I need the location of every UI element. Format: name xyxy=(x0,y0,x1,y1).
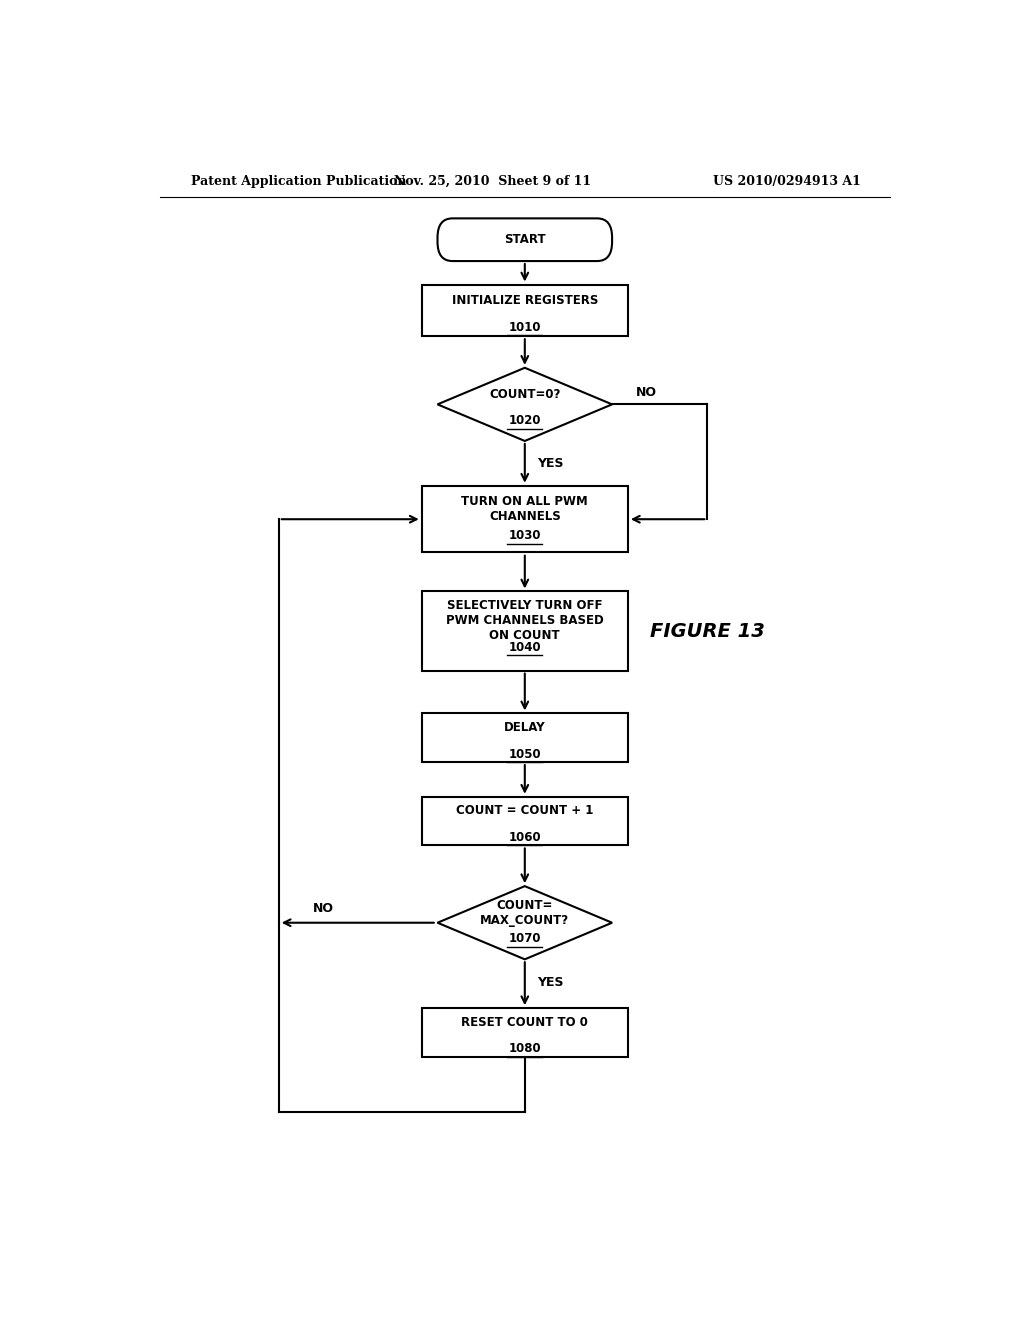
Text: 1020: 1020 xyxy=(509,414,541,428)
Text: SELECTIVELY TURN OFF
PWM CHANNELS BASED
ON COUNT: SELECTIVELY TURN OFF PWM CHANNELS BASED … xyxy=(445,599,604,643)
Polygon shape xyxy=(437,368,612,441)
Text: COUNT=0?: COUNT=0? xyxy=(489,388,560,401)
Text: YES: YES xyxy=(537,457,563,470)
Text: Nov. 25, 2010  Sheet 9 of 11: Nov. 25, 2010 Sheet 9 of 11 xyxy=(394,176,592,189)
Bar xyxy=(422,285,628,337)
Text: NO: NO xyxy=(636,385,657,399)
Bar xyxy=(422,713,628,762)
Text: YES: YES xyxy=(537,977,563,989)
Text: 1050: 1050 xyxy=(509,747,541,760)
Text: FIGURE 13: FIGURE 13 xyxy=(650,622,765,640)
Text: 1030: 1030 xyxy=(509,529,541,543)
Text: 1060: 1060 xyxy=(509,830,541,843)
Bar xyxy=(422,486,628,552)
Text: 1040: 1040 xyxy=(509,640,541,653)
Text: 1070: 1070 xyxy=(509,932,541,945)
Text: US 2010/0294913 A1: US 2010/0294913 A1 xyxy=(713,176,860,189)
Text: NO: NO xyxy=(313,902,334,915)
Text: 1080: 1080 xyxy=(509,1043,541,1055)
Text: START: START xyxy=(504,234,546,247)
Text: 1010: 1010 xyxy=(509,321,541,334)
Text: COUNT = COUNT + 1: COUNT = COUNT + 1 xyxy=(456,804,594,817)
FancyBboxPatch shape xyxy=(437,218,612,261)
Text: Patent Application Publication: Patent Application Publication xyxy=(191,176,407,189)
Text: INITIALIZE REGISTERS: INITIALIZE REGISTERS xyxy=(452,294,598,308)
Text: TURN ON ALL PWM
CHANNELS: TURN ON ALL PWM CHANNELS xyxy=(462,495,588,523)
Polygon shape xyxy=(437,886,612,960)
Text: COUNT=
MAX_COUNT?: COUNT= MAX_COUNT? xyxy=(480,899,569,927)
Text: RESET COUNT TO 0: RESET COUNT TO 0 xyxy=(462,1016,588,1028)
Bar xyxy=(422,1008,628,1057)
Bar xyxy=(422,797,628,846)
Text: DELAY: DELAY xyxy=(504,721,546,734)
Bar xyxy=(422,591,628,671)
